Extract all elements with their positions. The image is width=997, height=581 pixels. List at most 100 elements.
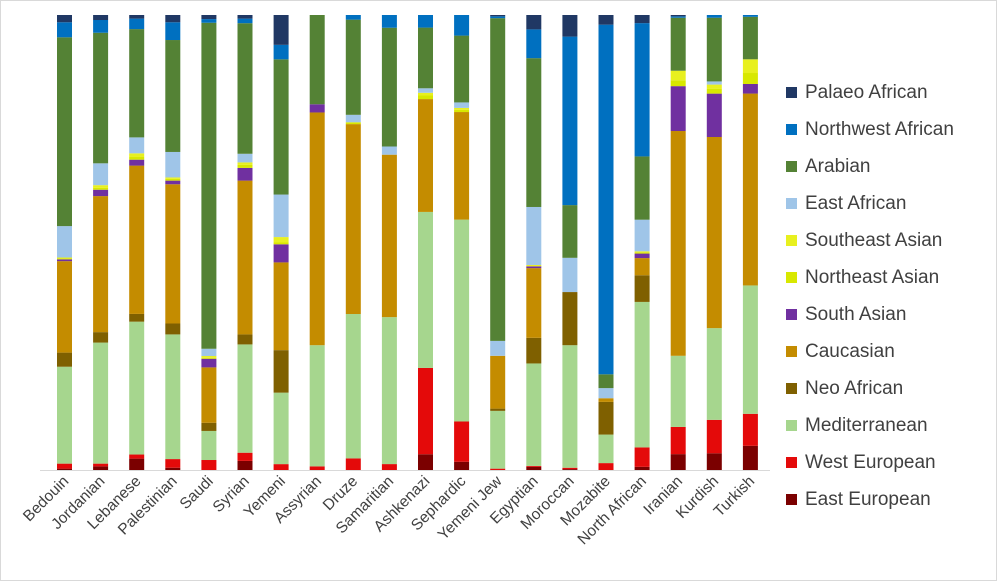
bar-segment-jordanian-caucasian xyxy=(93,196,109,333)
bar-segment-yemeni-jew-caucasian xyxy=(490,355,506,409)
bar-segment-turkish-arabian xyxy=(742,16,758,60)
bar-segment-saudi-mediterranean xyxy=(201,430,217,461)
bar-segment-ashkenazi-west-european xyxy=(418,367,433,455)
bar-segment-lebanese-west-european xyxy=(129,454,145,459)
bar-segment-mozabite-arabian xyxy=(598,374,614,389)
bar-segment-yemeni-caucasian xyxy=(273,262,289,351)
legend-label-arabian: Arabian xyxy=(805,155,871,177)
bar-segment-bedouin-east-european xyxy=(57,468,72,470)
bar-segment-palestinian-neo-african xyxy=(165,323,181,335)
bar-segment-saudi-southeast-asian xyxy=(201,356,217,358)
bar-segment-yemeni-west-european xyxy=(273,464,289,470)
bar-segment-jordanian-mediterranean xyxy=(93,342,109,464)
bar-segment-palestinian-southeast-asian xyxy=(165,177,181,179)
legend-item-northeast-asian: Northeast Asian xyxy=(786,259,991,296)
bar-segment-egyptian-northwest-african xyxy=(526,29,542,59)
bar-segment-lebanese-east-african xyxy=(129,137,145,154)
bar-segment-egyptian-neo-african xyxy=(526,337,542,364)
legend-label-south-asian: South Asian xyxy=(805,303,907,325)
bar-segment-samaritian-east-african xyxy=(381,146,397,155)
legend-label-west-european: West European xyxy=(805,451,936,473)
bar-segment-saudi-west-european xyxy=(201,460,217,470)
bar-segment-yemeni-palaeo-african xyxy=(273,15,289,45)
bar-segment-saudi-neo-african xyxy=(201,422,217,431)
bar-segment-bedouin-caucasian xyxy=(57,261,72,353)
legend-item-east-african: East African xyxy=(786,185,991,222)
bar-segment-lebanese-arabian xyxy=(129,29,145,138)
bar-segment-turkish-northeast-asian xyxy=(742,73,758,84)
bar-segment-iranian-northeast-asian xyxy=(670,80,686,87)
bar-segment-jordanian-neo-african xyxy=(93,332,109,343)
x-tick-label-turkish: Turkish xyxy=(711,473,759,521)
bar-segment-iranian-arabian xyxy=(670,17,686,71)
bar-segment-north-african-caucasian xyxy=(634,258,650,276)
legend-item-arabian: Arabian xyxy=(786,148,991,185)
bar-segment-north-african-southeast-asian xyxy=(634,251,650,253)
bar-segment-mozabite-neo-african xyxy=(598,401,614,435)
bar-segment-samaritian-mediterranean xyxy=(381,317,397,465)
bar-segment-saudi-northeast-asian xyxy=(201,357,217,359)
bar-segment-kurdish-southeast-asian xyxy=(706,84,722,89)
bar-segment-lebanese-caucasian xyxy=(129,165,145,314)
bar-segment-yemeni-jew-arabian xyxy=(490,18,506,341)
legend-swatch-south-asian xyxy=(786,309,797,320)
bar-segment-syrian-palaeo-african xyxy=(237,15,253,19)
legend-label-northeast-asian: Northeast Asian xyxy=(805,266,940,288)
bar-segment-iranian-south-asian xyxy=(670,86,686,132)
bar-segment-bedouin-south-asian xyxy=(57,259,72,262)
bar-segment-north-african-arabian xyxy=(634,156,650,220)
bar-segment-turkish-south-asian xyxy=(742,83,758,94)
legend-label-northwest-african: Northwest African xyxy=(805,118,954,140)
bar-segment-lebanese-east-european xyxy=(129,458,145,471)
legend-item-caucasian: Caucasian xyxy=(786,333,991,370)
bar-segment-palestinian-northeast-asian xyxy=(165,178,181,181)
bar-segment-bedouin-southeast-asian xyxy=(57,257,72,259)
bar-segment-druze-northwest-african xyxy=(345,15,361,20)
bar-segment-bedouin-northeast-asian xyxy=(57,258,72,260)
bar-segment-turkish-caucasian xyxy=(742,93,758,286)
bar-segment-jordanian-south-asian xyxy=(93,189,109,197)
bar-segment-syrian-south-asian xyxy=(237,167,253,181)
bar-segment-mozabite-palaeo-african xyxy=(598,15,614,25)
bar-segment-ashkenazi-east-european xyxy=(418,454,433,470)
bar-segment-egyptian-mediterranean xyxy=(526,363,542,466)
bar-segment-palestinian-south-asian xyxy=(165,180,181,185)
bar-segment-egyptian-palaeo-african xyxy=(526,15,542,30)
bar-segment-turkish-northwest-african xyxy=(742,15,758,17)
bar-segment-egyptian-south-asian xyxy=(526,266,542,269)
bar-segment-moroccan-mediterranean xyxy=(562,345,578,468)
bar-segment-assyrian-south-asian xyxy=(309,104,325,113)
bar-segment-iranian-east-european xyxy=(670,454,686,470)
bar-segment-sephardic-west-european xyxy=(454,421,470,462)
bar-segment-moroccan-northwest-african xyxy=(562,36,578,206)
bar-segment-palestinian-east-african xyxy=(165,151,181,178)
bar-segment-syrian-east-european xyxy=(237,460,253,470)
legend-item-mediterranean: Mediterranean xyxy=(786,407,991,444)
bar-segment-sephardic-arabian xyxy=(454,35,470,103)
bar-segment-ashkenazi-mediterranean xyxy=(418,211,433,368)
bar-segment-jordanian-east-european xyxy=(93,466,109,470)
bar-segment-north-african-mediterranean xyxy=(634,301,650,448)
bar-segment-ashkenazi-east-african xyxy=(418,88,433,93)
bar-segment-iranian-northwest-african xyxy=(670,16,686,18)
bar-segment-sephardic-northwest-african xyxy=(454,15,470,36)
bar-segment-north-african-neo-african xyxy=(634,275,650,302)
bar-segment-ashkenazi-arabian xyxy=(418,27,433,89)
bar-segment-saudi-arabian xyxy=(201,22,217,349)
bar-segment-turkish-west-european xyxy=(742,413,758,446)
bar-segment-moroccan-palaeo-african xyxy=(562,15,578,37)
bar-segment-kurdish-south-asian xyxy=(706,93,722,137)
bar-segment-jordanian-palaeo-african xyxy=(93,15,109,21)
legend-label-southeast-asian: Southeast Asian xyxy=(805,229,943,251)
bar-segment-iranian-palaeo-african xyxy=(670,15,686,17)
bar-segment-egyptian-east-african xyxy=(526,206,542,265)
bar-segment-mozabite-northwest-african xyxy=(598,24,614,375)
bar-segment-yemeni-jew-mediterranean xyxy=(490,410,506,469)
bar-segment-syrian-southeast-asian xyxy=(237,162,253,165)
bar-segment-bedouin-arabian xyxy=(57,37,72,227)
bar-segment-syrian-caucasian xyxy=(237,180,253,335)
bar-segment-saudi-northwest-african xyxy=(201,19,217,23)
bar-segment-druze-east-african xyxy=(345,114,361,123)
bar-segment-sephardic-east-african xyxy=(454,102,470,108)
